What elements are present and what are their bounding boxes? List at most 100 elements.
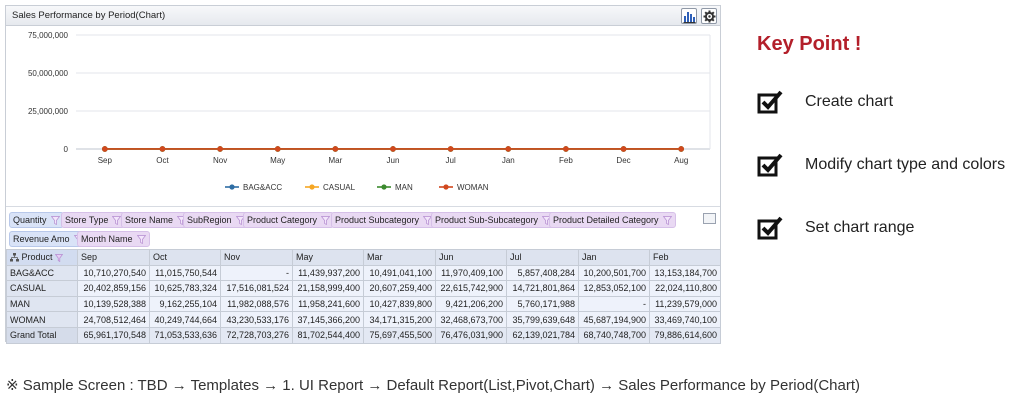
chart-type-button[interactable] [681,8,697,24]
field-chip[interactable]: Store Name [121,212,191,228]
data-point [332,146,339,152]
field-chip[interactable]: Month Name [77,231,150,247]
x-tick-label: Jun [387,156,400,165]
table-cell[interactable]: - [578,295,650,313]
table-cell[interactable]: 11,970,409,100 [435,264,507,282]
table-cell[interactable]: 10,200,501,700 [578,264,650,282]
table-cell[interactable]: 81,702,544,400 [292,326,364,344]
table-cell[interactable]: 71,053,533,636 [149,326,221,344]
table-cell[interactable]: 75,697,455,500 [363,326,436,344]
row-header[interactable]: MAN [6,295,78,313]
table-cell[interactable]: 11,015,750,544 [149,264,221,282]
table-cell[interactable]: 11,239,579,000 [649,295,721,313]
table-cell[interactable]: 65,961,170,548 [77,326,150,344]
field-chip-label: Product Subcategory [335,215,420,225]
col-header[interactable]: Oct [149,249,221,266]
row-header[interactable]: WOMAN [6,311,78,328]
table-cell[interactable]: 34,171,315,200 [363,311,436,328]
field-chip[interactable]: Quantity [9,212,64,228]
field-chip[interactable]: SubRegion [183,212,249,228]
table-cell[interactable]: 21,158,999,400 [292,280,364,297]
col-header[interactable]: Jul [506,249,579,266]
legend-marker [443,184,449,190]
field-chip[interactable]: Product Category [243,212,335,228]
filter-icon[interactable] [662,216,672,226]
filter-icon[interactable] [136,235,146,245]
table-cell[interactable]: 32,468,673,700 [435,311,507,328]
table-cell[interactable]: 17,516,081,524 [220,280,293,297]
data-point [563,146,569,152]
table-cell[interactable]: 14,721,801,864 [506,280,579,297]
product-header-label: Product [21,252,53,263]
col-header[interactable]: Mar [363,249,436,266]
hierarchy-icon [10,253,19,262]
filter-icon[interactable] [112,216,122,226]
legend-label: CASUAL [323,183,356,192]
field-chip[interactable]: Product Detailed Category [549,212,676,228]
table-cell[interactable]: 24,708,512,464 [77,311,150,328]
y-tick-label: 75,000,000 [28,31,69,40]
table-cell[interactable]: 76,476,031,900 [435,326,507,344]
row-header[interactable]: BAG&ACC [6,264,78,282]
table-cell[interactable]: 12,853,052,100 [578,280,650,297]
table-cell[interactable]: 5,760,171,988 [506,295,579,313]
col-header[interactable]: Jun [435,249,507,266]
product-column-header[interactable]: Product [6,249,78,266]
field-chip[interactable]: Revenue Amo [9,231,87,247]
table-cell[interactable]: 40,249,744,664 [149,311,221,328]
field-chip-label: Product Detailed Category [553,215,659,225]
table-cell[interactable]: 68,740,748,700 [578,326,650,344]
table-cell[interactable]: 11,982,088,576 [220,295,293,313]
data-point [159,146,166,152]
key-point-label: Create chart [805,93,894,110]
table-cell[interactable]: 10,427,839,800 [363,295,436,313]
filter-icon[interactable] [320,216,331,226]
x-tick-label: Aug [674,156,688,165]
table-cell[interactable]: 43,230,533,176 [220,311,293,328]
row-header[interactable]: CASUAL [6,280,78,297]
table-cell[interactable]: 22,615,742,900 [435,280,507,297]
layout-toggle-icon[interactable] [703,213,716,224]
filter-icon[interactable] [54,254,64,262]
table-cell[interactable]: 20,607,259,400 [363,280,436,297]
table-cell[interactable]: 10,710,270,540 [77,264,150,282]
table-cell[interactable]: 37,145,366,200 [292,311,364,328]
col-header[interactable]: Feb [649,249,721,266]
col-header[interactable]: Sep [77,249,150,266]
field-chip[interactable]: Store Type [61,212,126,228]
table-cell[interactable]: 20,402,859,156 [77,280,150,297]
table-row: BAG&ACC 10,710,270,540 11,015,750,544-11,4… [6,264,721,282]
table-cell[interactable]: 79,886,614,600 [649,326,721,344]
legend-marker [229,184,235,190]
line-chart: 0 25,000,000 50,000,000 75,000,000 Sep Oct Nov… [6,27,720,205]
table-cell[interactable]: 10,625,783,324 [149,280,221,297]
field-chip[interactable]: Product Subcategory [331,212,437,228]
table-cell[interactable]: 11,439,937,200 [292,264,364,282]
table-cell[interactable]: - [220,264,293,282]
checkbox-checked-icon [757,153,783,177]
table-cell[interactable]: 5,857,408,284 [506,264,579,282]
table-cell[interactable]: 10,491,041,100 [363,264,436,282]
col-header[interactable]: Nov [220,249,293,266]
filter-icon[interactable] [50,216,60,226]
table-cell[interactable]: 35,799,639,648 [506,311,579,328]
table-cell[interactable]: 33,469,740,100 [649,311,721,328]
table-cell[interactable]: 9,162,255,104 [149,295,221,313]
x-tick-label: May [270,156,285,165]
settings-button[interactable] [701,8,717,24]
table-cell[interactable]: 9,421,206,200 [435,295,507,313]
col-header[interactable]: Jan [578,249,650,266]
report-panel: Sales Performance by Period(Chart) [5,5,721,344]
data-point [505,146,512,152]
x-tick-label: Feb [559,156,573,165]
table-cell[interactable]: 13,153,184,700 [649,264,721,282]
table-cell[interactable]: 22,024,110,800 [649,280,721,297]
table-cell[interactable]: 72,728,703,276 [220,326,293,344]
field-chip[interactable]: Product Sub-Subcategory [431,212,556,228]
table-cell[interactable]: 11,958,241,600 [292,295,364,313]
table-cell[interactable]: 45,687,194,900 [578,311,650,328]
table-cell[interactable]: 10,139,528,388 [77,295,150,313]
table-cell[interactable]: 62,139,021,784 [506,326,579,344]
row-header[interactable]: Grand Total [6,326,78,344]
col-header[interactable]: May [292,249,364,266]
